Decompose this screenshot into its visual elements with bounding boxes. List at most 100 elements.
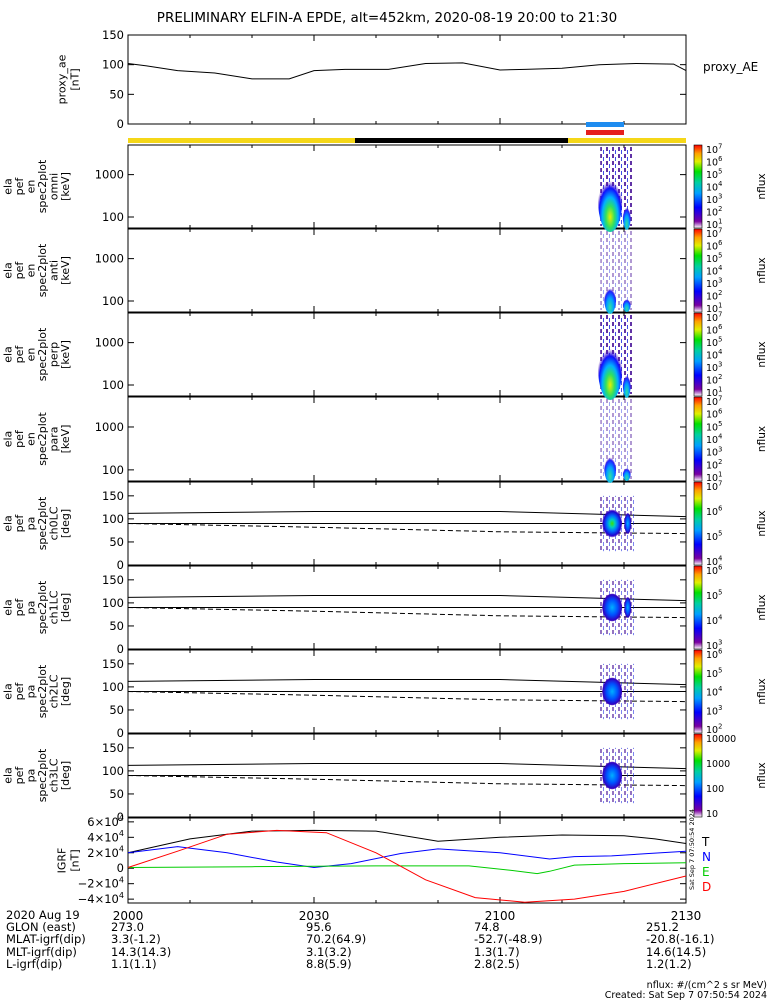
y-tick-label: −4×104 [78, 891, 124, 906]
panel-ylabel-line: spec2plot [36, 748, 49, 802]
panel-frame [127, 144, 687, 229]
flux-blob [622, 370, 631, 398]
flux-blob [624, 597, 632, 618]
y-tick-label: 100 [102, 294, 124, 308]
ephemeris-table: 2020 Aug 19 GLON (east) 273.0 95.6 74.8 251.2… [6, 909, 766, 970]
y-tick-label: 1000 [95, 252, 124, 266]
panel-ylabel-line: omni [47, 173, 60, 200]
panel-ylabel-line: IGRF [56, 848, 69, 874]
panel-ylabel-line: spec2plot [36, 496, 49, 550]
panel-ylabel-line: ch0LC [47, 506, 60, 540]
panel-ylabel-line: perp [47, 342, 60, 367]
panel-ylabel-line: pef [13, 682, 26, 701]
ephemeris-row-label: GLON (east) [6, 920, 76, 935]
ephemeris-value: 1.2(1.2) [646, 956, 692, 971]
panel-ylabel-line: [deg] [59, 761, 72, 790]
y-tick-label: 150 [102, 28, 124, 42]
panel-ylabel-line: pef [13, 514, 26, 533]
colorbar-tick-label: 102 [706, 373, 722, 386]
colorbar-tick-label: 10 [706, 809, 718, 820]
loss-cone-upper [127, 595, 687, 602]
panel-ylabel-line: pa [24, 601, 37, 615]
flux-blob [622, 202, 631, 230]
colorbar [693, 228, 703, 313]
nflux-units-note: nflux: #/(cm^2 s sr MeV) [646, 980, 767, 991]
panel-ylabel-line: ela [1, 515, 14, 532]
y-tick-label: 1000 [95, 420, 124, 434]
colorbar-tick-label: 10000 [706, 734, 736, 745]
pitch-angle-lines [127, 679, 687, 703]
y-tick-label: 0 [117, 810, 124, 824]
panel-frame [127, 34, 687, 125]
legend-proxy-ae: proxy_AE [703, 60, 758, 74]
y-tick-label: 0 [117, 642, 124, 656]
y-tick-label: 4×104 [87, 829, 124, 844]
y-tick-label: 150 [102, 489, 124, 503]
panel-ylabel-line: pef [13, 177, 26, 196]
ephemeris-row-label: 2020 Aug 19 [6, 908, 80, 922]
ephemeris-value: 14.6(14.5) [646, 944, 707, 959]
panel-ylabel-line: ela [1, 683, 14, 700]
colorbar-tick-label: 107 [706, 395, 722, 408]
colorbar-tick-label: 101 [706, 218, 722, 231]
colorbar-tick-label: 106 [706, 155, 722, 168]
panel-ylabel-line: ela [1, 346, 14, 363]
flux-blob [622, 296, 631, 312]
panel-ylabel-line: [nT] [69, 849, 82, 871]
science-zone-blue-bar [586, 122, 624, 127]
created-stamp: Created: Sat Sep 7 07:50:54 2024 [604, 990, 767, 1001]
flux-blob [604, 282, 617, 314]
colorbar-tick-label: 101 [706, 471, 722, 484]
colorbar-tick-label: 106 [706, 239, 722, 252]
y-tick-label: 150 [102, 741, 124, 755]
colorbar-tick-label: 103 [706, 704, 722, 717]
y-tick-label: 100 [102, 512, 124, 526]
loss-cone-upper [127, 679, 687, 686]
colorbar [693, 733, 703, 818]
panel-ylabel-line: ela [1, 262, 14, 279]
colorbar-tick-label: 104 [706, 348, 722, 361]
ephemeris-row: MLT-igrf(dip) 14.3(14.3) 3.1(3.2) 1.3(1.7) 1… [6, 944, 766, 959]
y-tick-label: 50 [109, 87, 124, 101]
colorbar-tick-label: 102 [706, 289, 722, 302]
colorbar-tick-label: 107 [706, 227, 722, 240]
ephemeris-value: 1.1(1.1) [111, 956, 157, 971]
colorbar-tick-label: 1000 [706, 759, 730, 770]
y-tick-label: 50 [109, 535, 124, 549]
panels: proxy_ae [nT]150100500proxy_AEelapefenspe… [1, 28, 768, 906]
y-tick-label: 100 [102, 58, 124, 72]
series-proxy_AE [127, 62, 687, 80]
loss-cone-lower [127, 607, 687, 619]
colorbar-tick-label: 103 [706, 277, 722, 290]
ephemeris-value: -20.8(-16.1) [646, 932, 715, 947]
figure-title: PRELIMINARY ELFIN-A EPDE, alt=452km, 202… [157, 10, 617, 26]
panel-ylabel-line: pef [13, 345, 26, 364]
panel-frame [127, 817, 687, 904]
series-T [127, 829, 687, 854]
panel-ylabel-line: en [24, 348, 37, 362]
ephemeris-value: 3.3(-1.2) [111, 932, 161, 947]
y-tick-label: 100 [102, 378, 124, 392]
panel-ylabel-line: [deg] [59, 509, 72, 538]
sunlit-bar-segment [568, 138, 686, 143]
x-tick-label: 2030 [299, 909, 330, 923]
colorbar-label: nflux [756, 257, 768, 283]
panel-ylabel-line: en [24, 264, 37, 278]
colorbar-label: nflux [756, 510, 768, 536]
panel-ylabel-line: spec2plot [36, 664, 49, 718]
panel-ylabel-line: ela [1, 178, 14, 195]
spectrogram-spec-para [600, 399, 633, 483]
panel-ylabel-line: ela [1, 599, 14, 616]
pitch-angle-lines [127, 511, 687, 535]
flux-blob [598, 172, 623, 232]
pitch-angle-lines [127, 595, 687, 619]
loss-cone-lower [127, 691, 687, 703]
y-tick-label: 1000 [95, 336, 124, 350]
panel-proxy_ae: proxy_ae [nT] 150 100 50 0 proxy_AE [56, 28, 759, 131]
panel-frame [127, 228, 687, 313]
pa-spectrogram-pa-ch0 [598, 495, 635, 552]
